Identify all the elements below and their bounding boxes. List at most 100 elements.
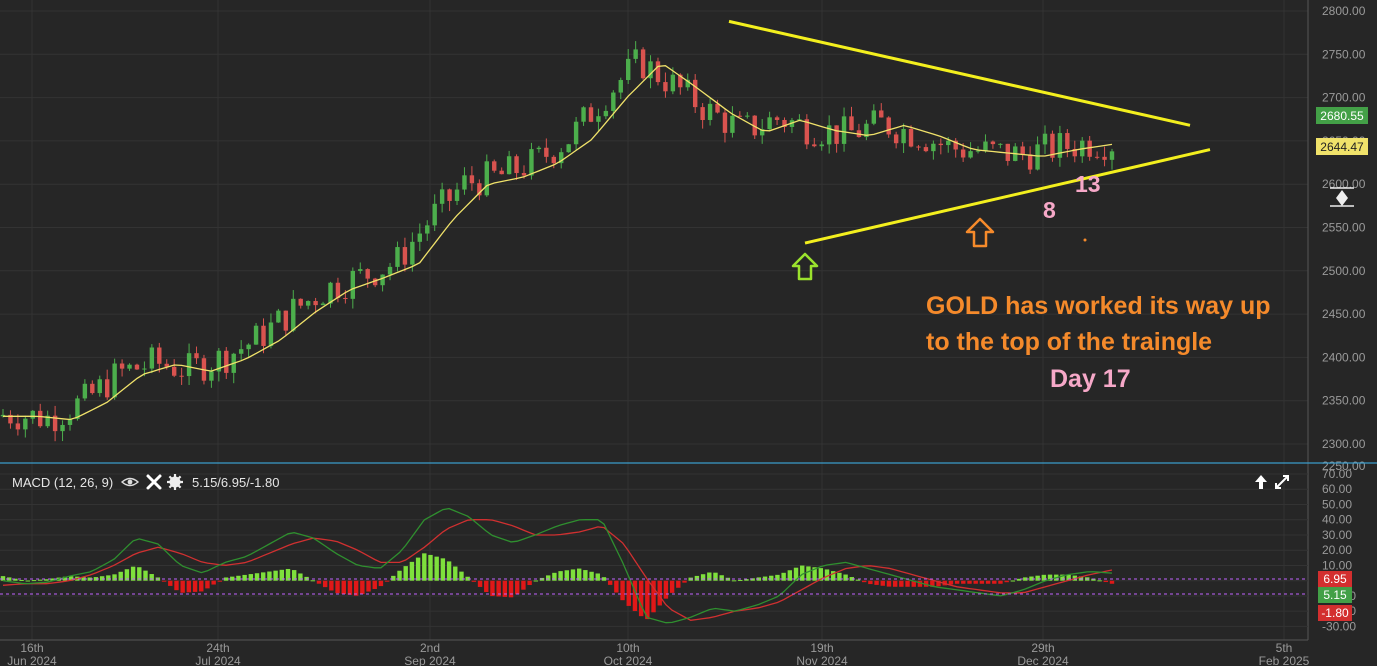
candle-body <box>812 144 817 147</box>
macd-hist-bar <box>211 580 216 585</box>
candle-body <box>722 112 728 133</box>
macd-hist-bar <box>552 572 557 581</box>
candle-body <box>372 278 378 286</box>
candle-body <box>841 116 847 144</box>
candle-body <box>350 270 356 299</box>
candle-body <box>700 107 705 121</box>
macd-hist-bar <box>168 580 173 586</box>
candle-body <box>663 82 668 92</box>
macd-hist-bar <box>477 580 483 587</box>
macd-hist-bar <box>13 578 18 581</box>
macd-hist-bar <box>366 580 371 592</box>
macd-hist-bar <box>353 580 359 596</box>
macd-hist-bar <box>787 570 793 581</box>
macd-hist-bar <box>923 580 929 587</box>
macd-hist-bar <box>329 580 334 591</box>
macd-hist-bar <box>645 580 650 620</box>
macd-hist-bar <box>409 561 415 581</box>
macd-hist-bar <box>880 580 885 586</box>
macd-hist-bar <box>205 580 210 589</box>
close-icon[interactable] <box>146 474 162 490</box>
macd-hist-bar <box>954 580 960 584</box>
up-arrow-icon[interactable] <box>1255 475 1267 489</box>
candle-body <box>670 74 676 92</box>
macd-hist-bar <box>1035 575 1040 581</box>
candle-body <box>1072 148 1077 157</box>
candle-body <box>1087 140 1092 157</box>
date-tick-day: 29th <box>1031 641 1054 655</box>
candle-body <box>893 134 899 144</box>
candle-body <box>581 107 586 122</box>
macd-hist-bar <box>384 580 390 582</box>
expand-icon[interactable] <box>1275 475 1289 489</box>
macd-hist-bar <box>1029 576 1034 581</box>
candle-body <box>730 115 735 133</box>
macd-hist-bar <box>849 577 854 581</box>
candle-body <box>291 298 296 331</box>
macd-hist-bar <box>1041 574 1047 581</box>
price-tick-label: 2750.00 <box>1322 47 1366 61</box>
macd-hist-bar <box>620 580 625 601</box>
macd-hist-bar <box>87 577 92 581</box>
date-tick-month: Jun 2024 <box>7 654 57 666</box>
macd-tick-label: 50.00 <box>1322 497 1352 511</box>
candle-body <box>253 325 259 345</box>
macd-tick-label: 10.00 <box>1322 558 1352 572</box>
gear-icon[interactable] <box>167 474 183 490</box>
macd-hist-bar <box>1023 577 1028 581</box>
macd-histogram <box>0 553 1115 620</box>
macd-hist-bar <box>1066 574 1071 581</box>
macd-hist-bar <box>985 580 991 584</box>
eye-icon[interactable] <box>120 477 140 487</box>
candle-body <box>678 74 683 88</box>
candle-body <box>544 147 549 157</box>
candle-body <box>975 150 981 152</box>
macd-hist-bar <box>248 574 254 581</box>
orange-up-arrow-icon <box>965 217 995 248</box>
macd-hist-bar <box>1047 574 1053 581</box>
macd-hist-bar <box>546 575 551 581</box>
macd-hist-bar <box>254 573 260 581</box>
macd-hist-bar <box>44 579 49 581</box>
scale-icon[interactable] <box>1330 187 1354 207</box>
macd-hist-bar <box>595 573 600 581</box>
macd-hist-bar <box>1097 580 1102 582</box>
macd-hist-bar <box>663 580 669 599</box>
candle-body <box>45 415 50 427</box>
candle-body <box>52 415 58 432</box>
price-candles <box>0 41 1115 442</box>
candle-body <box>492 161 497 171</box>
macd-hist-bar <box>694 575 700 581</box>
macd-hist-bar <box>279 569 284 581</box>
macd-hist-bar <box>137 567 142 581</box>
hist-tag-text: -1.80 <box>1321 606 1349 620</box>
candle-body <box>923 147 929 152</box>
macd-hist-bar <box>607 580 613 585</box>
macd-hist-bar <box>868 580 873 585</box>
macd-hist-bar <box>793 567 799 581</box>
macd-hist-bar <box>130 566 136 581</box>
candle-body <box>8 414 13 424</box>
macd-hist-bar <box>707 572 712 581</box>
candle-body <box>879 110 884 118</box>
count-8: 8 <box>1043 197 1056 223</box>
price-tick-label: 2300.00 <box>1322 437 1366 451</box>
macd-hist-bar <box>874 580 879 585</box>
candle-body <box>127 364 132 369</box>
candle-body <box>573 121 579 145</box>
candle-body <box>983 141 988 151</box>
macd-hist-bar <box>564 570 569 581</box>
macd-hist-bar <box>180 580 185 593</box>
candle-body <box>238 349 244 354</box>
macd-hist-bar <box>669 580 675 593</box>
candle-body <box>432 203 437 226</box>
candle-body <box>149 347 155 369</box>
candle-body <box>1102 156 1107 160</box>
macd-hist-bar <box>186 580 192 593</box>
macd-hist-bar <box>316 580 322 584</box>
candle-body <box>819 144 824 147</box>
date-tick-day: 2nd <box>420 641 440 655</box>
candle-body <box>826 125 832 145</box>
candle-body <box>960 149 966 158</box>
